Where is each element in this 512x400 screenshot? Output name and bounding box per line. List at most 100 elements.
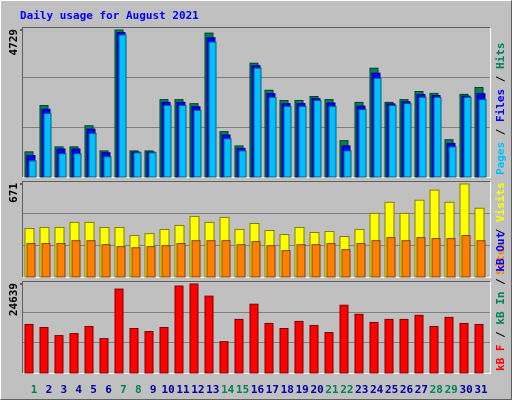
legend-separator: / [494, 222, 507, 242]
bar [116, 246, 126, 278]
legend: Sites / Visits [494, 182, 507, 275]
x-tick-label: 3 [60, 383, 67, 396]
legend-entry: Hits [494, 43, 507, 70]
bar [416, 237, 426, 278]
bar [191, 240, 201, 278]
x-tick-label: 6 [105, 383, 112, 396]
bar [446, 238, 456, 278]
bar [129, 327, 139, 374]
bar [73, 153, 82, 178]
bar [358, 109, 367, 178]
x-tick-label: 13 [206, 383, 219, 396]
bar [414, 314, 424, 374]
bar [234, 318, 244, 374]
x-tick-label: 12 [191, 383, 204, 396]
legend-entry: kB Out [494, 232, 507, 272]
bar [159, 326, 169, 374]
bar [354, 313, 364, 374]
x-tick-label: 20 [310, 383, 323, 396]
bar [401, 240, 411, 278]
bar [294, 320, 304, 374]
x-tick-label: 17 [266, 383, 279, 396]
bar [369, 321, 379, 374]
x-tick-label: 1 [31, 383, 38, 396]
bar [311, 244, 321, 278]
bar [221, 240, 231, 278]
legend-separator: / [494, 325, 507, 345]
bar [86, 240, 96, 278]
bar [28, 160, 37, 178]
bar [296, 244, 306, 278]
bar [251, 241, 261, 278]
y-tick-label: 671 [7, 183, 20, 203]
x-tick-label: 24 [370, 383, 384, 396]
x-tick-label: 23 [355, 383, 368, 396]
x-tick-label: 28 [430, 383, 443, 396]
x-tick-label: 11 [176, 383, 190, 396]
bar [313, 100, 322, 178]
bar [26, 243, 36, 278]
bar [476, 240, 486, 278]
bar [84, 325, 94, 374]
bar [448, 146, 457, 178]
bar [279, 327, 289, 374]
bar [236, 244, 246, 278]
x-tick-label: 18 [281, 383, 294, 396]
x-tick-label: 26 [400, 383, 414, 396]
bar [69, 333, 79, 374]
x-tick-label: 15 [236, 383, 249, 396]
bar [403, 103, 412, 178]
bar [193, 109, 202, 178]
bar [326, 243, 336, 278]
bar [461, 235, 471, 278]
bar [39, 326, 49, 374]
bar [373, 77, 382, 178]
x-tick-label: 10 [161, 383, 174, 396]
x-tick-label: 8 [135, 383, 142, 396]
x-tick-label: 22 [340, 383, 353, 396]
bar [71, 240, 81, 278]
bar [386, 237, 396, 278]
bar [459, 322, 469, 374]
bar [131, 247, 141, 278]
x-tick-label: 14 [221, 383, 235, 396]
plot-border [22, 281, 491, 374]
legend-entry: Files [494, 89, 507, 122]
bar [356, 243, 366, 278]
bar [174, 285, 184, 374]
legend-entry: Visits [494, 182, 507, 222]
x-tick-label: 4 [75, 383, 82, 396]
bar [114, 288, 124, 374]
legend-separator: / [494, 122, 507, 142]
bar [101, 244, 111, 278]
bar [204, 295, 214, 374]
bar [58, 153, 67, 178]
legend-entry: Pages [494, 142, 507, 175]
bar [88, 132, 97, 178]
legend: kB F / kB In / kB Out [494, 232, 507, 371]
y-tick-label: 24639 [7, 283, 20, 316]
bar [54, 335, 64, 374]
bar [163, 105, 172, 178]
bar [148, 152, 157, 178]
bar [249, 303, 259, 374]
bar [399, 318, 409, 374]
bar [176, 243, 186, 278]
bar [103, 156, 112, 178]
x-tick-label: 29 [445, 383, 458, 396]
bar [41, 243, 51, 278]
bar [206, 240, 216, 278]
chart-title: Daily usage for August 2021 [20, 9, 199, 22]
x-tick-label: 9 [150, 383, 157, 396]
bar [264, 322, 274, 374]
bar [474, 323, 484, 374]
x-tick-label: 16 [251, 383, 265, 396]
bar [268, 96, 277, 178]
legend-separator: / [494, 69, 507, 89]
bar [463, 96, 472, 178]
legend-entry: Sites [494, 242, 507, 275]
x-tick-label: 19 [296, 383, 309, 396]
bar [384, 318, 394, 374]
bar [328, 105, 337, 178]
